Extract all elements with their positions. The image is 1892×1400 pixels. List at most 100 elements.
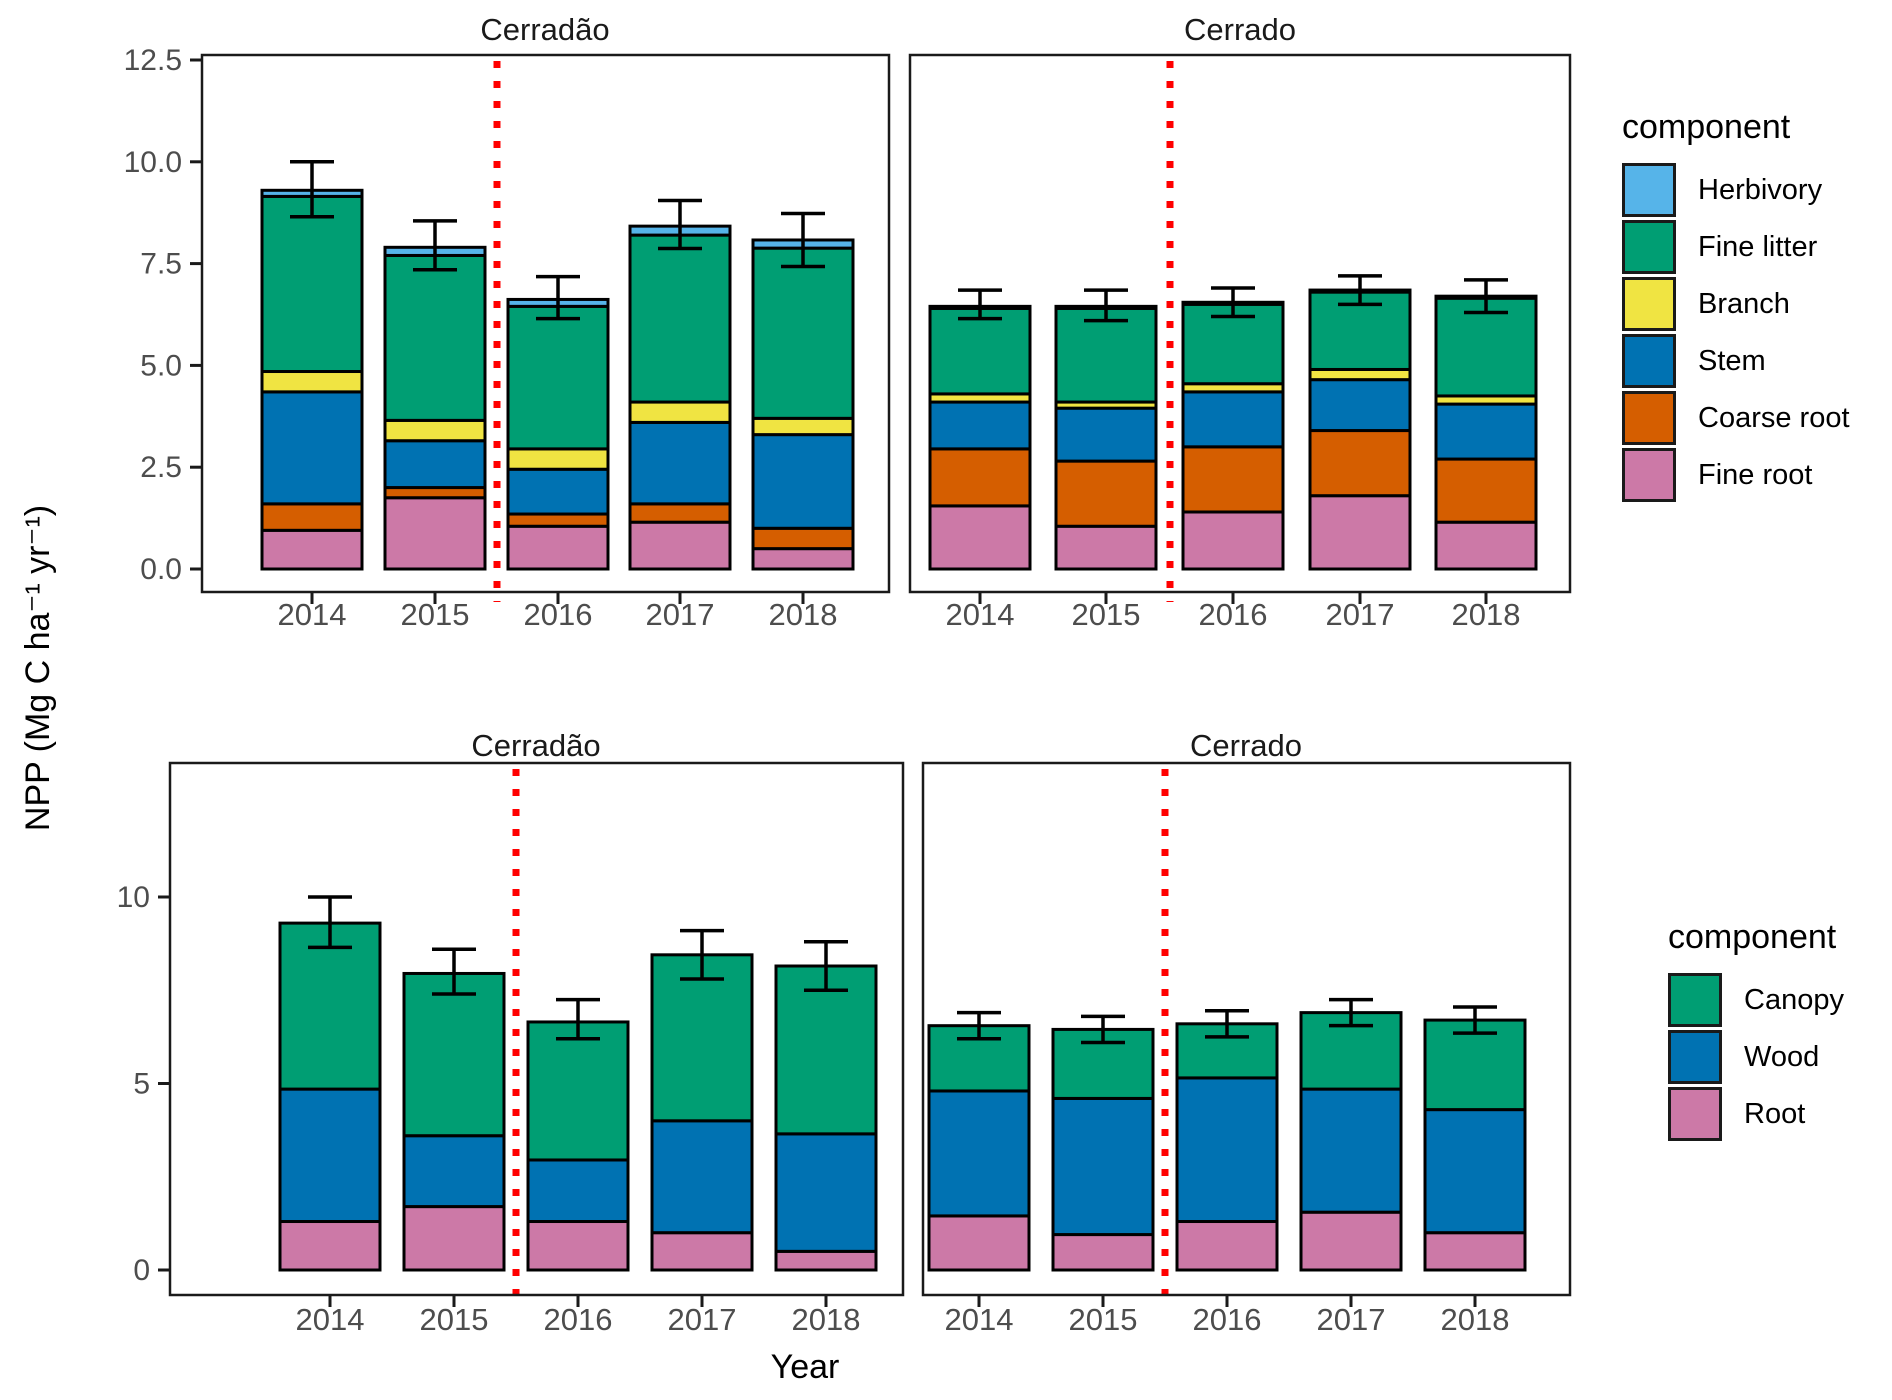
- error-bar-top-left-2018: [781, 211, 825, 269]
- legend-item-label: Coarse root: [1698, 401, 1850, 434]
- bar-segment-bottom-left-2017-canopy: [650, 953, 754, 1123]
- x-tick-label-top-left-2016: 2016: [524, 597, 593, 632]
- legend-key-swatch: [1668, 1030, 1722, 1084]
- error-bar-bottom-right-2018: [1453, 1005, 1497, 1035]
- bar-segment-top-right-2015-coarse-root: [1054, 459, 1158, 528]
- bar-segment-bottom-left-2018-wood: [774, 1132, 878, 1253]
- bar-segment-top-right-2017-stem: [1308, 378, 1412, 433]
- bar-segment-top-right-2014-fine-litter: [928, 306, 1032, 396]
- error-bar-top-right-2014: [958, 288, 1002, 321]
- bar-segment-bottom-left-2015-canopy: [402, 971, 506, 1138]
- y-axis-label: NPP (Mg C ha⁻¹ yr⁻¹): [19, 504, 57, 832]
- error-bar-bottom-right-2017: [1329, 997, 1373, 1028]
- error-bar-top-left-2017: [658, 198, 702, 251]
- error-bar-bottom-left-2014: [308, 895, 352, 950]
- y-tick-label-bottom-left-5: 5: [133, 1068, 150, 1101]
- bar-segment-top-left-2018-fine-litter: [751, 246, 855, 420]
- legend-key-swatch: [1668, 973, 1722, 1027]
- x-axis-label: Year: [770, 1348, 840, 1386]
- bar-segment-top-right-2017-branch: [1308, 367, 1412, 382]
- bar-segment-bottom-right-2015-wood: [1051, 1096, 1155, 1237]
- bar-segment-top-left-2017-stem: [628, 420, 732, 506]
- bar-segment-top-left-2015-fine-root: [383, 496, 487, 571]
- x-tick-label-bottom-right-2016: 2016: [1193, 1302, 1262, 1337]
- y-tick-label-bottom-left-0: 0: [133, 1254, 150, 1287]
- x-tick-label-bottom-right-2015: 2015: [1069, 1302, 1138, 1337]
- y-tick-label-bottom-left-10: 10: [117, 881, 150, 914]
- x-tick-label-top-left-2017: 2017: [646, 597, 715, 632]
- legend-item-fine-root: Fine root: [1622, 448, 1850, 502]
- bar-segment-bottom-right-2015-root: [1051, 1233, 1155, 1272]
- bar-segment-bottom-left-2016-canopy: [526, 1020, 630, 1162]
- panel-border-bottom-right: [921, 761, 1572, 1297]
- y-tick-label-top-left-10.0: 10.0: [124, 146, 182, 179]
- error-bar-bottom-left-2017: [680, 928, 724, 981]
- x-tick-label-top-right-2017: 2017: [1326, 597, 1395, 632]
- bar-segment-bottom-right-2014-wood: [927, 1089, 1031, 1218]
- error-bar-bottom-right-2014: [957, 1010, 1001, 1041]
- bar-segment-top-right-2014-coarse-root: [928, 447, 1032, 508]
- facet-title-bottom-left: Cerradão: [471, 728, 601, 763]
- y-tick-label-top-left-5.0: 5.0: [140, 349, 182, 382]
- legend-item-label: Fine root: [1698, 458, 1813, 491]
- legend-item-fine-litter: Fine litter: [1622, 220, 1850, 274]
- bar-segment-bottom-right-2017-wood: [1299, 1087, 1403, 1214]
- legend-item-canopy: Canopy: [1668, 973, 1844, 1027]
- bar-segment-top-left-2016-fine-litter: [506, 304, 610, 451]
- panel-border-top-right: [908, 53, 1572, 594]
- bar-segment-top-left-2016-stem: [506, 467, 610, 516]
- x-tick-label-bottom-left-2016: 2016: [544, 1302, 613, 1337]
- x-tick-label-bottom-right-2014: 2014: [945, 1302, 1014, 1337]
- bar-segment-top-left-2017-branch: [628, 400, 732, 424]
- bar-segment-bottom-left-2016-wood: [526, 1158, 630, 1224]
- facet-title-top-left: Cerradão: [480, 12, 610, 47]
- x-tick-label-top-left-2018: 2018: [769, 597, 838, 632]
- error-bar-top-left-2016: [536, 274, 580, 321]
- bar-segment-top-left-2017-coarse-root: [628, 502, 732, 524]
- legend-bottom: component Canopy Wood Root: [1668, 918, 1844, 1144]
- bar-segment-top-right-2018-stem: [1434, 402, 1538, 461]
- error-bar-top-right-2018: [1464, 278, 1508, 315]
- bar-segment-bottom-right-2016-wood: [1175, 1076, 1279, 1224]
- legend-key-swatch: [1622, 163, 1676, 217]
- x-tick-label-bottom-right-2018: 2018: [1441, 1302, 1510, 1337]
- legend-key-swatch: [1622, 334, 1676, 388]
- bar-segment-top-left-2017-fine-root: [628, 520, 732, 571]
- bar-segment-bottom-right-2016-root: [1175, 1220, 1279, 1272]
- legend-item-label: Fine litter: [1698, 230, 1818, 263]
- legend-item-stem: Stem: [1622, 334, 1850, 388]
- x-tick-label-bottom-left-2014: 2014: [296, 1302, 365, 1337]
- y-tick-label-top-left-2.5: 2.5: [140, 451, 182, 484]
- panel-border-top-left: [200, 53, 891, 594]
- error-bar-bottom-left-2016: [556, 997, 600, 1041]
- legend-item-wood: Wood: [1668, 1030, 1844, 1084]
- bar-segment-top-right-2018-fine-root: [1434, 520, 1538, 571]
- error-bar-top-right-2015: [1084, 288, 1128, 323]
- bar-segment-bottom-left-2016-root: [526, 1220, 630, 1272]
- x-tick-label-bottom-left-2018: 2018: [792, 1302, 861, 1337]
- legend-top-title: component: [1622, 108, 1791, 146]
- bar-segment-bottom-right-2018-canopy: [1423, 1018, 1527, 1112]
- bar-segment-top-right-2015-fine-root: [1054, 524, 1158, 571]
- bar-segment-top-left-2018-stem: [751, 433, 855, 530]
- x-tick-label-bottom-right-2017: 2017: [1317, 1302, 1386, 1337]
- error-bar-bottom-right-2015: [1081, 1014, 1125, 1045]
- bar-segment-top-right-2016-stem: [1181, 390, 1285, 449]
- bar-segment-bottom-right-2018-wood: [1423, 1108, 1527, 1235]
- y-tick-label-top-left-7.5: 7.5: [140, 248, 182, 281]
- bar-segment-top-right-2016-fine-root: [1181, 510, 1285, 571]
- error-bar-top-right-2016: [1211, 286, 1255, 319]
- bar-segment-top-right-2018-fine-litter: [1434, 296, 1538, 398]
- bar-segment-top-left-2014-fine-root: [260, 528, 364, 571]
- bar-segment-top-right-2018-coarse-root: [1434, 457, 1538, 524]
- bar-segment-top-right-2014-fine-root: [928, 504, 1032, 571]
- legend-item-label: Herbivory: [1698, 173, 1823, 206]
- x-tick-label-top-right-2018: 2018: [1452, 597, 1521, 632]
- legend-item-label: Canopy: [1744, 983, 1844, 1016]
- error-bar-top-right-2017: [1338, 274, 1382, 307]
- legend-item-herbivory: Herbivory: [1622, 163, 1850, 217]
- facet-title-bottom-right: Cerrado: [1190, 728, 1302, 763]
- bar-segment-top-right-2016-fine-litter: [1181, 302, 1285, 386]
- legend-key-swatch: [1622, 220, 1676, 274]
